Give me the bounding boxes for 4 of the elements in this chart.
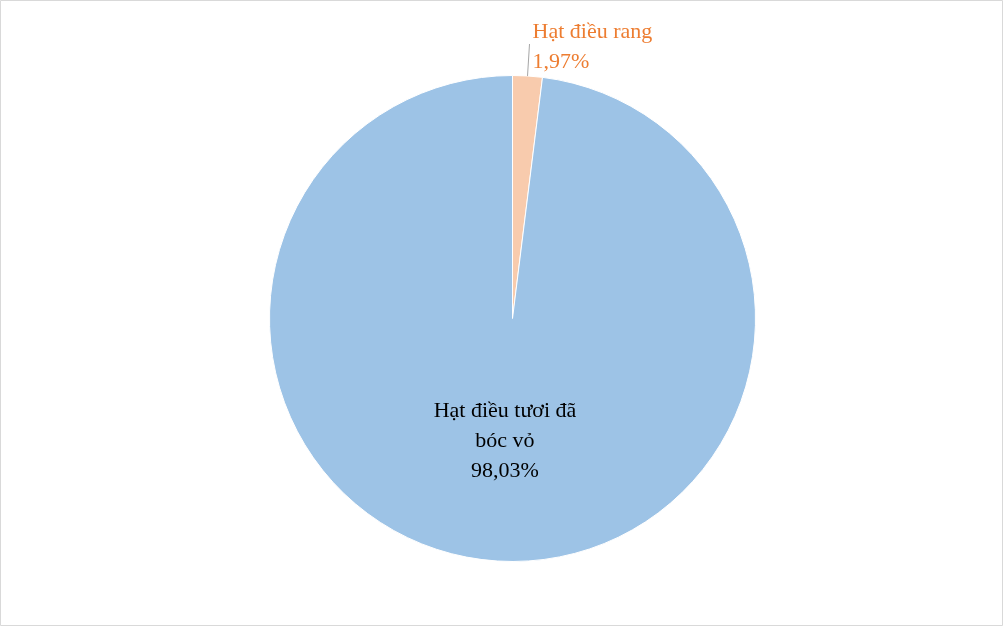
data-label: 1,97% xyxy=(532,47,590,73)
slice-label: Hạt điều rang xyxy=(532,17,653,43)
slice-label: Hạt điều tươi đã bóc vỏ xyxy=(433,397,577,453)
data-label: 98,03% xyxy=(471,457,539,483)
